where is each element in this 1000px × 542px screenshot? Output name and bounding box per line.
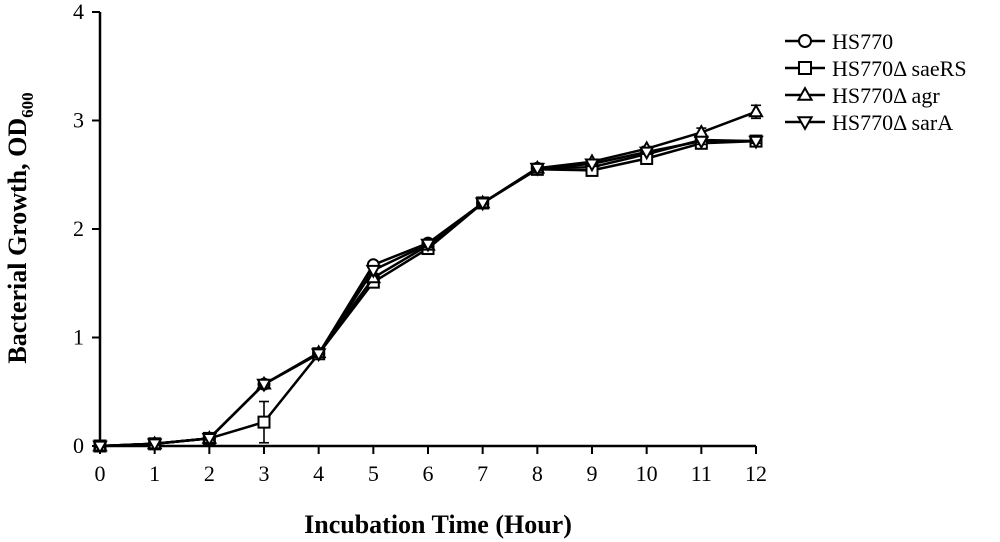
legend-item: HS770Δ agr [785, 83, 940, 108]
series-line [99, 110, 757, 448]
legend-item: HS770 [785, 29, 893, 54]
legend-label: HS770 [832, 29, 893, 54]
data-point [748, 103, 764, 118]
legend-marker [798, 34, 812, 48]
legend-item: HS770Δ saeRS [785, 56, 967, 81]
series-line [99, 139, 757, 448]
y-tick-label: 1 [73, 325, 84, 350]
series-triangle-up [92, 103, 764, 452]
data-point [420, 238, 436, 253]
series-line [99, 138, 757, 448]
series-triangle-down [92, 135, 764, 455]
y-tick-label: 0 [73, 433, 84, 458]
data-point [638, 146, 655, 161]
legend-marker [798, 61, 812, 75]
legend-marker [796, 86, 814, 101]
x-tick-label: 5 [368, 461, 379, 486]
data-point [584, 158, 600, 173]
x-tick-label: 1 [149, 461, 160, 486]
x-tick-label: 10 [636, 461, 658, 486]
data-point [201, 433, 218, 447]
y-tick-label: 3 [73, 108, 84, 133]
data-point [256, 378, 272, 393]
x-tick-label: 2 [204, 461, 215, 486]
y-axis-title: Bacterial Growth, OD600 [3, 92, 37, 363]
legend-item: HS770Δ sarA [785, 110, 953, 135]
data-point [365, 264, 382, 279]
y-axis-title-subscript: 600 [18, 92, 37, 118]
series-line [99, 139, 756, 448]
y-tick-label: 4 [73, 0, 84, 24]
x-tick-label: 4 [313, 461, 324, 486]
x-axis-title: Incubation Time (Hour) [304, 510, 572, 539]
x-tick-label: 0 [95, 461, 106, 486]
legend-label: HS770Δ sarA [832, 110, 953, 135]
data-point [474, 197, 491, 212]
y-tick-label: 2 [73, 216, 84, 241]
data-point [529, 162, 546, 177]
legend-label: HS770Δ agr [832, 83, 940, 108]
data-point [257, 415, 271, 429]
data-point [310, 348, 327, 363]
data-point [693, 135, 710, 150]
data-point [146, 438, 163, 453]
y-axis-title-main: Bacterial Growth, OD [3, 118, 32, 364]
series-square [93, 134, 763, 453]
x-tick-label: 11 [691, 461, 712, 486]
x-tick-label: 12 [745, 461, 767, 486]
x-tick-label: 8 [532, 461, 543, 486]
x-tick-label: 7 [477, 461, 488, 486]
series-circle [93, 133, 763, 453]
legend-marker [796, 116, 814, 131]
x-tick-label: 3 [259, 461, 270, 486]
series-layer [92, 103, 764, 455]
data-point [92, 440, 108, 455]
data-point [748, 135, 764, 150]
legend-label: HS770Δ saeRS [832, 56, 967, 81]
x-tick-label: 6 [423, 461, 434, 486]
x-tick-label: 9 [587, 461, 598, 486]
